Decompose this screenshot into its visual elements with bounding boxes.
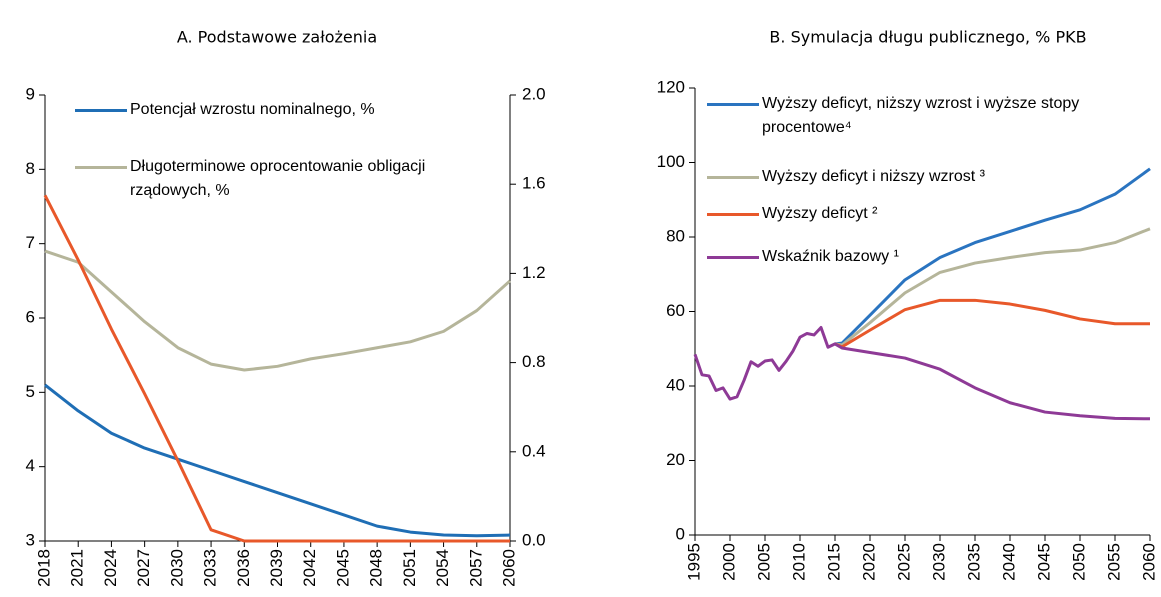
x-tick-label: 2010 [789,543,808,581]
x-tick-label: 2035 [964,543,983,581]
y2-tick-label: 0.8 [522,352,546,371]
x-tick-label: 2015 [824,543,843,581]
x-tick-label: 2036 [234,549,253,587]
legend-swatch [75,166,127,169]
legend-swatch [75,109,127,112]
legend-swatch [707,213,759,216]
series-line [834,298,1150,349]
y2-tick-label: 1.6 [522,174,546,193]
y-tick-label: 4 [26,456,35,475]
y-tick-label: 20 [666,450,685,469]
y2-tick-label: 1.2 [522,263,546,282]
series-line [43,194,510,543]
chart-title: B. Symulacja długu publicznego, % PKB [769,28,1086,47]
legend-label: Wyższy deficyt i niższy wzrost ³ [762,168,985,185]
y2-tick-label: 2.0 [522,84,546,103]
x-tick-label: 2018 [34,549,53,587]
x-tick-label: 2005 [754,543,773,581]
legend-swatch [707,103,759,106]
x-tick-label: 2060 [499,549,518,587]
series-line [44,249,512,372]
y-tick-label: 7 [26,233,35,252]
series-line [44,383,511,538]
y-tick-label: 120 [657,77,685,96]
x-tick-label: 2030 [167,549,186,587]
legend-swatch [707,176,759,179]
x-tick-label: 2033 [201,549,220,587]
y-tick-label: 0 [676,524,685,543]
x-tick-label: 2045 [1034,543,1053,581]
x-tick-label: 2051 [400,549,419,587]
x-tick-label: 2055 [1104,543,1123,581]
y-tick-label: 9 [26,84,35,103]
legend-label: Długoterminowe oprocentowanie obligacji … [130,158,426,199]
y-tick-label: 6 [26,307,35,326]
x-tick-label: 2060 [1139,543,1158,581]
legend-label: Wyższy deficyt ² [762,205,878,222]
x-tick-label: 2024 [101,549,120,587]
x-tick-label: 2021 [68,549,87,587]
x-tick-label: 2042 [300,549,319,587]
y-tick-label: 80 [666,226,685,245]
legend-entry: Wskaźnik bazowy ¹ [707,245,1147,269]
y-tick-label: 60 [666,301,685,320]
x-tick-label: 2057 [466,549,485,587]
legend-entry: Wyższy deficyt, niższy wzrost i wyższe s… [707,92,1147,140]
legend-entry: Potencjał wzrostu nominalnego, % [75,98,475,122]
x-tick-label: 2025 [894,543,913,581]
legend-swatch [707,256,759,259]
y-tick-label: 5 [26,382,35,401]
legend-label: Wyższy deficyt, niższy wzrost i wyższe s… [762,95,1080,136]
x-tick-label: 2020 [859,543,878,581]
legend-label: Wskaźnik bazowy ¹ [762,248,899,265]
x-tick-label: 2039 [267,549,286,587]
series-line [834,167,1151,346]
x-tick-label: 2045 [333,549,352,587]
x-tick-label: 2030 [929,543,948,581]
x-tick-label: 2040 [999,543,1018,581]
legend-entry: Długoterminowe oprocentowanie obligacji … [75,155,475,203]
x-tick-label: 2027 [134,549,153,587]
legend-entry: Wyższy deficyt ² [707,202,1147,226]
y2-tick-label: 0.0 [522,530,546,549]
x-tick-label: 2000 [719,543,738,581]
chart-title: A. Podstawowe założenia [177,28,377,47]
legend-entry: Wyższy deficyt i niższy wzrost ³ [707,165,1147,189]
legend-label: Potencjał wzrostu nominalnego, % [130,101,375,118]
y-tick-label: 100 [657,152,685,171]
x-tick-label: 2054 [433,549,452,587]
y-tick-label: 40 [666,375,685,394]
y-tick-label: 8 [26,159,35,178]
series-line [693,326,1151,421]
x-tick-label: 2048 [367,549,386,587]
y2-tick-label: 0.4 [522,441,546,460]
x-tick-label: 1995 [684,543,703,581]
series-line [834,227,1151,347]
y-tick-label: 3 [26,530,35,549]
x-tick-label: 2050 [1069,543,1088,581]
